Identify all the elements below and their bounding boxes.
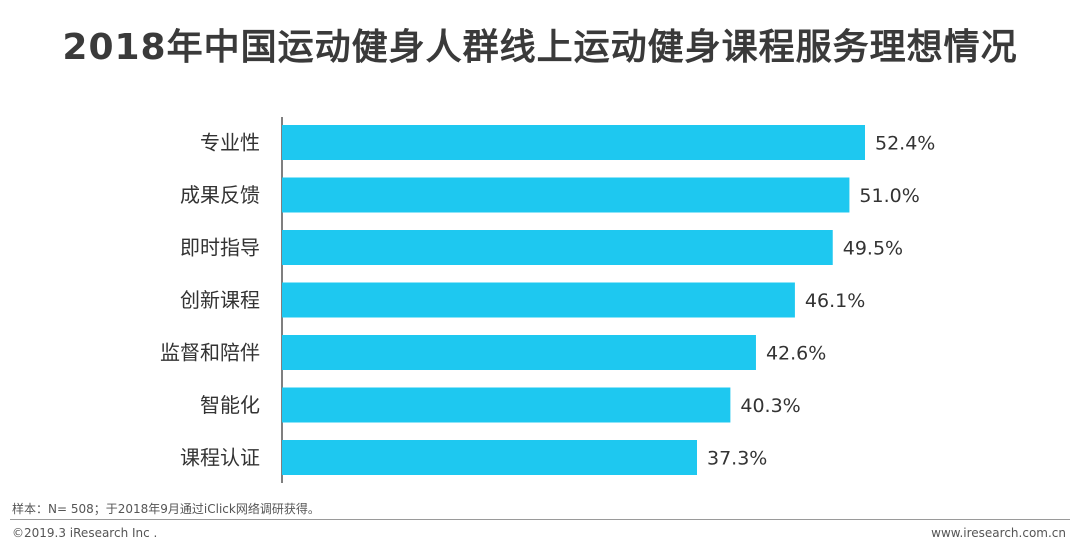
category-label: 课程认证: [180, 446, 260, 470]
bar-chart: 专业性 52.4% 成果反馈 51.0% 即时指导 49.5% 创新课程 46.1% 监督和陪伴…: [160, 117, 935, 483]
category-label: 成果反馈: [180, 183, 260, 207]
value-label: 46.1%: [805, 290, 865, 312]
website-link[interactable]: www.iresearch.com.cn: [931, 526, 1066, 540]
source-note: 样本：N= 508；于2018年9月通过iClick网络调研获得。: [12, 502, 320, 516]
footer-divider: [10, 519, 1070, 520]
bar: [282, 177, 850, 213]
category-label: 监督和陪伴: [160, 341, 260, 365]
bar: [282, 125, 865, 160]
copyright-text: ©2019.3 iResearch Inc .: [12, 526, 158, 540]
chart-title: 2018年中国运动健身人群线上运动健身课程服务理想情况: [62, 27, 1018, 68]
category-label: 专业性: [200, 131, 260, 155]
bar: [282, 282, 795, 318]
category-label: 即时指导: [180, 236, 260, 260]
bar-series: 专业性 52.4% 成果反馈 51.0% 即时指导 49.5% 创新课程 46.1% 监督和陪伴…: [160, 125, 935, 475]
bar: [282, 440, 697, 475]
value-label: 40.3%: [740, 395, 800, 417]
category-label: 创新课程: [180, 288, 260, 312]
bar: [282, 230, 833, 265]
category-label: 智能化: [200, 393, 260, 417]
value-label: 37.3%: [707, 448, 767, 470]
value-label: 51.0%: [859, 185, 919, 207]
value-label: 42.6%: [766, 343, 826, 365]
bar: [282, 387, 731, 423]
bar: [282, 335, 756, 370]
value-label: 49.5%: [843, 238, 903, 260]
value-label: 52.4%: [875, 133, 935, 155]
